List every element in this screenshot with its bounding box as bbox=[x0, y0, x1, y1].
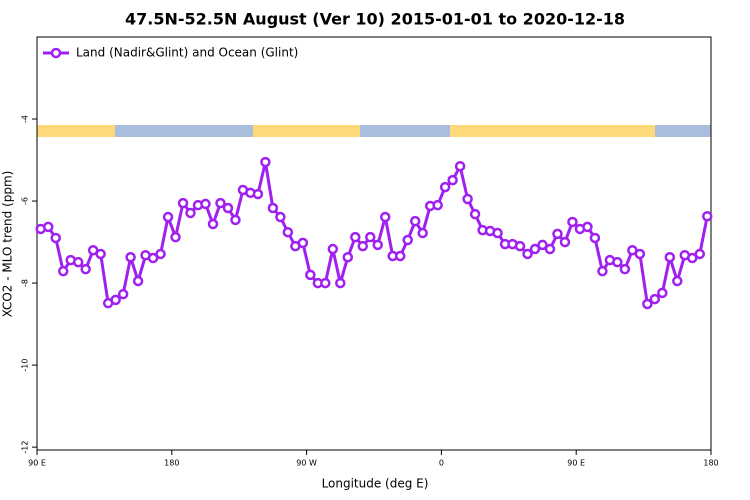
data-point bbox=[267, 202, 279, 214]
data-point bbox=[619, 263, 631, 275]
data-point bbox=[155, 248, 166, 260]
data-point bbox=[447, 174, 458, 186]
data-point bbox=[110, 294, 121, 306]
data-point bbox=[305, 269, 316, 281]
plot-frame bbox=[36, 36, 712, 451]
ocean-segment bbox=[360, 125, 450, 137]
x-tick-label: 90 E bbox=[567, 459, 585, 468]
data-point bbox=[417, 227, 428, 239]
x-tick-label: 180 bbox=[703, 459, 718, 468]
x-axis-label: Longitude (deg E) bbox=[322, 477, 429, 491]
data-point bbox=[50, 232, 61, 244]
legend-marker bbox=[50, 47, 62, 59]
data-point bbox=[544, 243, 556, 255]
data-point bbox=[80, 263, 91, 275]
data-point bbox=[409, 215, 421, 227]
ocean-segment bbox=[115, 125, 253, 137]
y-tick-label: -8 bbox=[21, 279, 30, 287]
data-point bbox=[222, 202, 234, 214]
data-point bbox=[657, 287, 668, 299]
data-point bbox=[402, 234, 413, 246]
data-point bbox=[72, 256, 84, 268]
data-point bbox=[687, 252, 698, 264]
data-point bbox=[529, 243, 541, 255]
data-point bbox=[177, 197, 189, 209]
data-point bbox=[559, 236, 571, 248]
data-point bbox=[335, 277, 346, 289]
y-tick-label: -12 bbox=[21, 441, 30, 454]
data-point bbox=[454, 160, 466, 172]
data-point bbox=[672, 275, 683, 287]
land-segment bbox=[450, 125, 655, 137]
data-point bbox=[162, 211, 174, 223]
data-point bbox=[42, 221, 54, 233]
data-point bbox=[365, 231, 376, 243]
data-point bbox=[215, 197, 226, 209]
data-point bbox=[275, 211, 286, 223]
data-point bbox=[357, 240, 369, 252]
data-point bbox=[147, 252, 159, 264]
chart-title: 47.5N-52.5N August (Ver 10) 2015-01-01 t… bbox=[125, 10, 625, 29]
data-point bbox=[439, 181, 451, 193]
data-point bbox=[297, 237, 309, 249]
data-point bbox=[612, 256, 623, 268]
land-ocean-band bbox=[37, 125, 711, 137]
data-point bbox=[589, 232, 601, 244]
data-point bbox=[394, 250, 406, 262]
x-tick-label: 180 bbox=[164, 459, 179, 468]
y-tick-label: -10 bbox=[21, 359, 30, 372]
data-point bbox=[642, 298, 653, 310]
data-point bbox=[327, 243, 339, 255]
legend-label: Land (Nadir&Glint) and Ocean (Glint) bbox=[76, 46, 298, 60]
data-point bbox=[350, 231, 361, 243]
x-tick-label: 90 W bbox=[296, 459, 317, 468]
data-point bbox=[597, 265, 608, 277]
data-point bbox=[664, 251, 676, 263]
data-point bbox=[567, 216, 578, 228]
data-point bbox=[207, 218, 219, 230]
data-point bbox=[432, 199, 443, 211]
data-point bbox=[125, 251, 136, 263]
y-tick-label: -4 bbox=[21, 115, 30, 123]
data-point bbox=[342, 251, 354, 263]
data-point bbox=[132, 275, 144, 287]
data-point bbox=[95, 248, 106, 260]
data-point bbox=[185, 207, 196, 219]
data-point bbox=[320, 277, 331, 289]
data-point bbox=[514, 240, 526, 252]
data-point bbox=[372, 239, 383, 251]
y-axis-label: XCO2 - MLO trend (ppm) bbox=[1, 171, 15, 318]
data-point bbox=[200, 198, 211, 210]
data-point bbox=[282, 226, 294, 238]
data-point bbox=[537, 239, 548, 251]
ocean-segment bbox=[655, 125, 711, 137]
data-point bbox=[634, 248, 646, 260]
x-tick-label: 0 bbox=[439, 459, 444, 468]
data-point bbox=[492, 227, 503, 239]
data-point bbox=[702, 210, 713, 222]
data-point bbox=[469, 208, 481, 220]
land-segment bbox=[253, 125, 360, 137]
data-point bbox=[117, 288, 129, 300]
data-point bbox=[252, 188, 264, 200]
data-point bbox=[582, 221, 593, 233]
data-point bbox=[522, 248, 533, 260]
data-point bbox=[552, 228, 563, 240]
y-tick-label: -6 bbox=[21, 197, 30, 205]
data-point bbox=[260, 156, 271, 168]
data-point bbox=[649, 293, 661, 305]
data-point bbox=[379, 211, 391, 223]
data-point bbox=[170, 231, 181, 243]
data-point bbox=[230, 214, 241, 226]
data-point bbox=[694, 248, 706, 260]
data-point bbox=[462, 193, 473, 205]
land-segment bbox=[37, 125, 115, 137]
data-point bbox=[57, 265, 69, 277]
x-tick-label: 90 E bbox=[28, 459, 46, 468]
